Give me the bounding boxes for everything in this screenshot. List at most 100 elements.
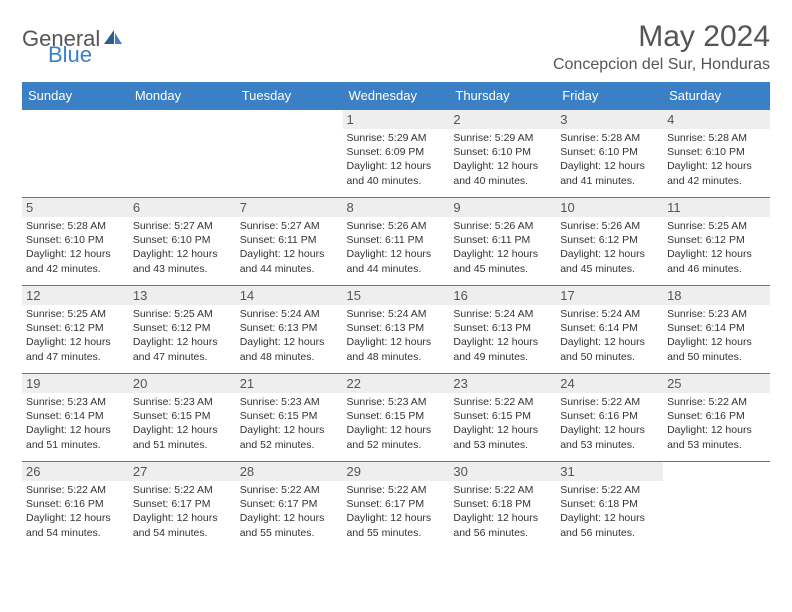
day-content: Sunrise: 5:23 AMSunset: 6:14 PMDaylight:… (667, 307, 766, 364)
sunrise-text: Sunrise: 5:28 AM (560, 131, 659, 145)
calendar-day-cell: 23Sunrise: 5:22 AMSunset: 6:15 PMDayligh… (449, 374, 556, 462)
daylight-text: Daylight: 12 hours and 40 minutes. (453, 159, 552, 187)
day-number: 31 (556, 462, 663, 481)
daylight-text: Daylight: 12 hours and 41 minutes. (560, 159, 659, 187)
calendar-day-cell: 24 Sunrise: 5:22 AMSunset: 6:16 PMDayligh… (556, 374, 663, 462)
sunset-text: Sunset: 6:12 PM (667, 233, 766, 247)
day-content: Sunrise: 5:26 AMSunset: 6:12 PMDaylight:… (560, 219, 659, 276)
daylight-text: Daylight: 12 hours and 47 minutes. (26, 335, 125, 363)
month-title: May 2024 (553, 20, 770, 54)
daylight-text: Daylight: 12 hours and 55 minutes. (347, 511, 446, 539)
weekday-header: Saturday (663, 82, 770, 110)
daylight-text: Daylight: 12 hours and 54 minutes. (133, 511, 232, 539)
day-content: Sunrise: 5:27 AMSunset: 6:11 PMDaylight:… (240, 219, 339, 276)
day-number: 30 (449, 462, 556, 481)
title-block: May 2024 Concepcion del Sur, Honduras (553, 20, 770, 74)
calendar-day-cell (129, 110, 236, 198)
sunset-text: Sunset: 6:13 PM (240, 321, 339, 335)
day-content: Sunrise: 5:26 AMSunset: 6:11 PMDaylight:… (347, 219, 446, 276)
day-content: Sunrise: 5:28 AMSunset: 6:10 PMDaylight:… (26, 219, 125, 276)
sunset-text: Sunset: 6:10 PM (560, 145, 659, 159)
sunset-text: Sunset: 6:12 PM (560, 233, 659, 247)
day-number: 22 (343, 374, 450, 393)
sunrise-text: Sunrise: 5:22 AM (560, 483, 659, 497)
daylight-text: Daylight: 12 hours and 42 minutes. (26, 247, 125, 275)
day-content: Sunrise: 5:28 AMSunset: 6:10 PMDaylight:… (560, 131, 659, 188)
daylight-text: Daylight: 12 hours and 48 minutes. (240, 335, 339, 363)
day-content: Sunrise: 5:22 AMSunset: 6:16 PMDaylight:… (560, 395, 659, 452)
sunset-text: Sunset: 6:17 PM (133, 497, 232, 511)
sunset-text: Sunset: 6:10 PM (453, 145, 552, 159)
logo-sail-icon (102, 28, 124, 51)
day-content: Sunrise: 5:23 AMSunset: 6:15 PMDaylight:… (347, 395, 446, 452)
sunrise-text: Sunrise: 5:24 AM (453, 307, 552, 321)
day-number: 24 (556, 374, 663, 393)
day-number: 8 (343, 198, 450, 217)
sunrise-text: Sunrise: 5:22 AM (133, 483, 232, 497)
sunrise-text: Sunrise: 5:23 AM (667, 307, 766, 321)
day-number: 14 (236, 286, 343, 305)
sunset-text: Sunset: 6:17 PM (240, 497, 339, 511)
daylight-text: Daylight: 12 hours and 50 minutes. (667, 335, 766, 363)
calendar-day-cell: 18Sunrise: 5:23 AMSunset: 6:14 PMDayligh… (663, 286, 770, 374)
day-number: 12 (22, 286, 129, 305)
day-number: 3 (556, 110, 663, 129)
day-content: Sunrise: 5:24 AMSunset: 6:13 PMDaylight:… (347, 307, 446, 364)
day-content: Sunrise: 5:28 AMSunset: 6:10 PMDaylight:… (667, 131, 766, 188)
daylight-text: Daylight: 12 hours and 51 minutes. (26, 423, 125, 451)
day-number: 28 (236, 462, 343, 481)
calendar-day-cell: 14Sunrise: 5:24 AMSunset: 6:13 PMDayligh… (236, 286, 343, 374)
day-content: Sunrise: 5:22 AMSunset: 6:15 PMDaylight:… (453, 395, 552, 452)
day-number: 11 (663, 198, 770, 217)
calendar-day-cell: 15Sunrise: 5:24 AMSunset: 6:13 PMDayligh… (343, 286, 450, 374)
sunset-text: Sunset: 6:16 PM (667, 409, 766, 423)
day-content: Sunrise: 5:26 AMSunset: 6:11 PMDaylight:… (453, 219, 552, 276)
day-number: 20 (129, 374, 236, 393)
day-content: Sunrise: 5:29 AMSunset: 6:09 PMDaylight:… (347, 131, 446, 188)
sunset-text: Sunset: 6:11 PM (240, 233, 339, 247)
sunset-text: Sunset: 6:11 PM (347, 233, 446, 247)
calendar-day-cell: 6Sunrise: 5:27 AMSunset: 6:10 PMDaylight… (129, 198, 236, 286)
calendar-week-row: 26Sunrise: 5:22 AMSunset: 6:16 PMDayligh… (22, 462, 770, 550)
calendar-body: 1Sunrise: 5:29 AMSunset: 6:09 PMDaylight… (22, 110, 770, 550)
day-number: 2 (449, 110, 556, 129)
day-number: 7 (236, 198, 343, 217)
sunrise-text: Sunrise: 5:26 AM (347, 219, 446, 233)
daylight-text: Daylight: 12 hours and 53 minutes. (560, 423, 659, 451)
sunset-text: Sunset: 6:15 PM (347, 409, 446, 423)
sunset-text: Sunset: 6:15 PM (133, 409, 232, 423)
day-content: Sunrise: 5:25 AMSunset: 6:12 PMDaylight:… (667, 219, 766, 276)
sunset-text: Sunset: 6:18 PM (453, 497, 552, 511)
sunset-text: Sunset: 6:17 PM (347, 497, 446, 511)
sunset-text: Sunset: 6:14 PM (667, 321, 766, 335)
sunrise-text: Sunrise: 5:23 AM (133, 395, 232, 409)
sunset-text: Sunset: 6:14 PM (560, 321, 659, 335)
location-label: Concepcion del Sur, Honduras (553, 56, 770, 74)
day-content: Sunrise: 5:22 AMSunset: 6:16 PMDaylight:… (26, 483, 125, 540)
calendar-day-cell: 27 Sunrise: 5:22 AMSunset: 6:17 PMDayligh… (129, 462, 236, 550)
day-number: 27 (129, 462, 236, 481)
calendar-day-cell: 17 Sunrise: 5:24 AMSunset: 6:14 PMDayligh… (556, 286, 663, 374)
daylight-text: Daylight: 12 hours and 55 minutes. (240, 511, 339, 539)
day-number: 10 (556, 198, 663, 217)
sunset-text: Sunset: 6:15 PM (453, 409, 552, 423)
logo-text-blue: Blue (48, 42, 92, 67)
daylight-text: Daylight: 12 hours and 53 minutes. (453, 423, 552, 451)
calendar-day-cell: 1Sunrise: 5:29 AMSunset: 6:09 PMDaylight… (343, 110, 450, 198)
calendar-day-cell: 7 Sunrise: 5:27 AMSunset: 6:11 PMDaylight… (236, 198, 343, 286)
day-number: 17 (556, 286, 663, 305)
day-content: Sunrise: 5:24 AMSunset: 6:14 PMDaylight:… (560, 307, 659, 364)
daylight-text: Daylight: 12 hours and 52 minutes. (240, 423, 339, 451)
weekday-header: Sunday (22, 82, 129, 110)
daylight-text: Daylight: 12 hours and 52 minutes. (347, 423, 446, 451)
sunrise-text: Sunrise: 5:27 AM (133, 219, 232, 233)
calendar-day-cell: 4Sunrise: 5:28 AMSunset: 6:10 PMDaylight… (663, 110, 770, 198)
weekday-header: Tuesday (236, 82, 343, 110)
weekday-header: Friday (556, 82, 663, 110)
day-number: 6 (129, 198, 236, 217)
calendar-day-cell: 19Sunrise: 5:23 AMSunset: 6:14 PMDayligh… (22, 374, 129, 462)
sunset-text: Sunset: 6:10 PM (26, 233, 125, 247)
daylight-text: Daylight: 12 hours and 45 minutes. (560, 247, 659, 275)
calendar-week-row: 19Sunrise: 5:23 AMSunset: 6:14 PMDayligh… (22, 374, 770, 462)
daylight-text: Daylight: 12 hours and 49 minutes. (453, 335, 552, 363)
